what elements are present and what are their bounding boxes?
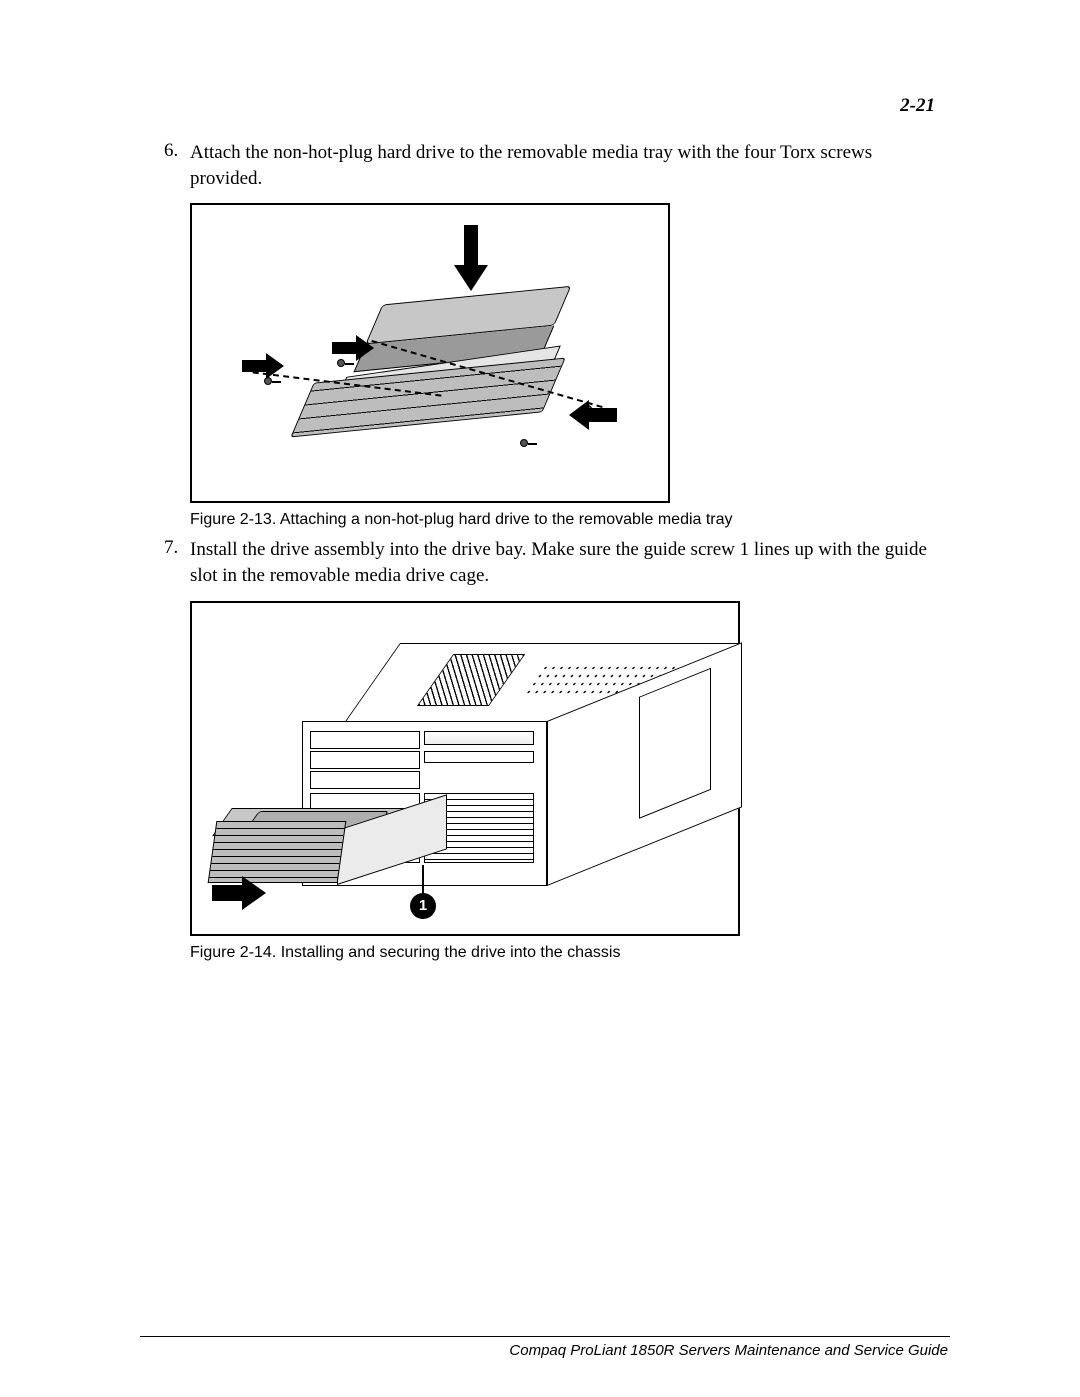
- callout-line-icon: [422, 865, 424, 895]
- arrow-down-icon: [454, 225, 488, 295]
- step-7: 7. Install the drive assembly into the d…: [140, 537, 940, 588]
- arrow-left-icon: [567, 400, 617, 430]
- arrow-right-icon: [242, 353, 286, 379]
- callout-1: 1: [410, 893, 436, 919]
- figure-2-14: 1: [190, 601, 740, 936]
- screw-icon: [520, 439, 528, 447]
- footer-rule: [140, 1336, 950, 1337]
- step-6: 6. Attach the non-hot-plug hard drive to…: [140, 140, 940, 191]
- figure-caption: Figure 2-13. Attaching a non-hot-plug ha…: [190, 511, 940, 529]
- figure-caption: Figure 2-14. Installing and securing the…: [190, 944, 940, 962]
- footer-text: Compaq ProLiant 1850R Servers Maintenanc…: [509, 1342, 948, 1359]
- page: 2-21 6. Attach the non-hot-plug hard dri…: [0, 0, 1080, 1397]
- arrow-right-icon: [332, 335, 376, 361]
- step-text: Install the drive assembly into the driv…: [190, 537, 940, 588]
- media-tray-icon: [288, 358, 565, 443]
- arrow-right-icon: [212, 876, 268, 910]
- step-text: Attach the non-hot-plug hard drive to th…: [190, 140, 940, 191]
- figure-2-13: [190, 203, 670, 503]
- step-number: 7.: [164, 537, 190, 588]
- page-number: 2-21: [900, 95, 935, 117]
- step-number: 6.: [164, 140, 190, 191]
